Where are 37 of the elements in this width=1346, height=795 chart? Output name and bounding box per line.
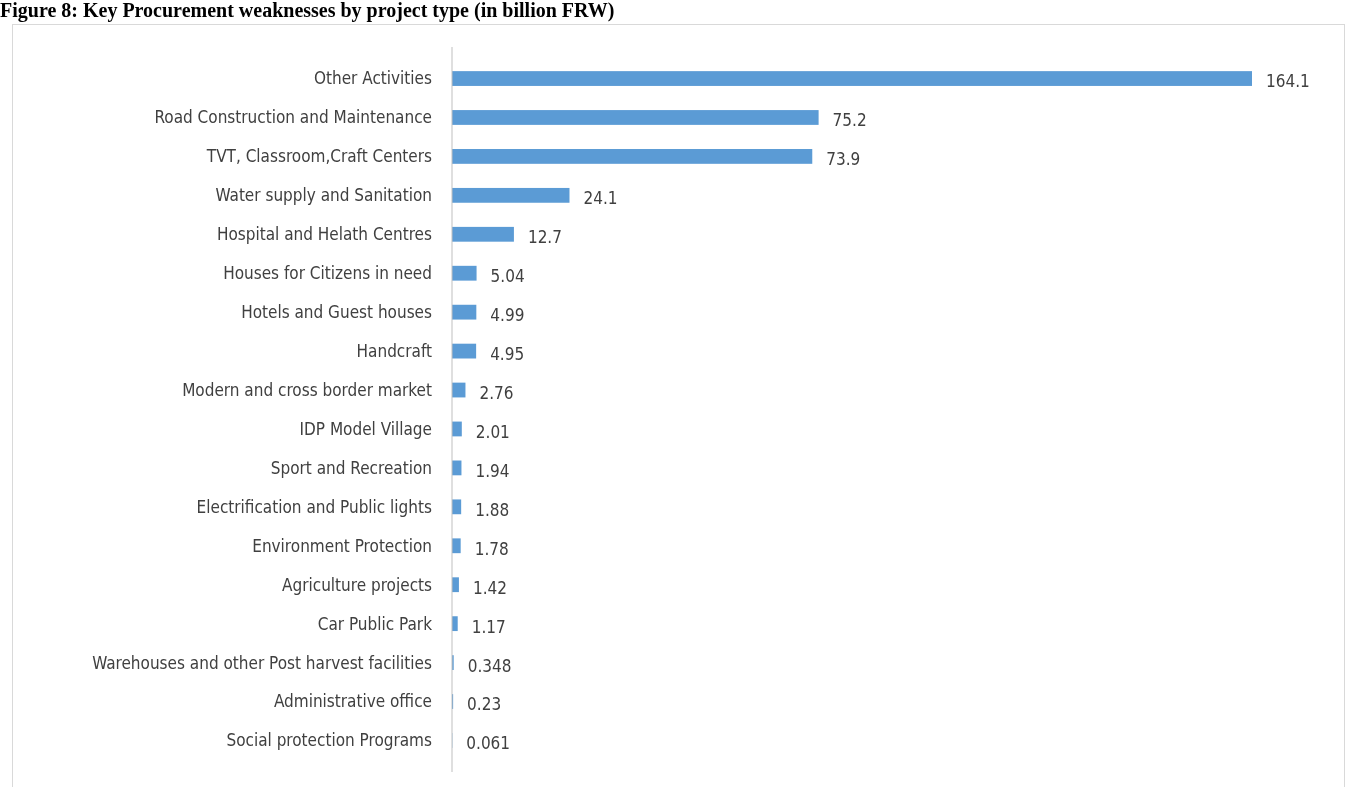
y-tick-label: Hotels and Guest houses <box>241 302 433 323</box>
data-label: 1.88 <box>475 499 510 520</box>
y-tick-label: TVT, Classroom,Craft Centers <box>205 146 433 167</box>
data-label: 4.95 <box>490 344 525 365</box>
data-label: 0.348 <box>467 655 512 676</box>
data-label: 12.7 <box>527 227 562 248</box>
y-tick-label: Social protection Programs <box>226 730 433 751</box>
y-tick-label: Environment Protection <box>252 535 432 556</box>
y-tick-label: Modern and cross border market <box>182 379 432 400</box>
chart-title: Figure 8: Key Procurement weaknesses by project type (in billion FRW) <box>0 0 615 22</box>
data-label: 1.17 <box>471 616 506 637</box>
y-tick-label: Warehouses and other Post harvest facilities <box>92 652 433 673</box>
data-label: 1.78 <box>474 538 509 559</box>
y-tick-label: Agriculture projects <box>282 574 433 595</box>
y-tick-label: Electrification and Public lights <box>196 496 433 517</box>
data-label: 5.04 <box>490 266 525 287</box>
y-tick-label: Handcraft <box>356 341 433 362</box>
y-tick-label: Hospital and Helath Centres <box>216 224 433 245</box>
data-label: 0.23 <box>467 694 502 715</box>
data-label: 75.2 <box>832 110 867 131</box>
data-label: 2.76 <box>479 382 514 403</box>
y-tick-label: IDP Model Village <box>299 418 432 439</box>
data-label: 1.94 <box>475 460 510 481</box>
data-label: 1.42 <box>472 577 507 598</box>
data-label: 164.1 <box>1266 71 1310 92</box>
y-tick-label: Road Construction and Maintenance <box>154 107 432 128</box>
y-tick-label: Administrative office <box>273 691 432 712</box>
data-label: 73.9 <box>826 149 861 170</box>
y-tick-label: Other Activities <box>313 68 433 89</box>
data-label: 24.1 <box>583 188 618 209</box>
data-label: 0.061 <box>466 733 511 754</box>
data-label: 2.01 <box>475 421 510 442</box>
y-tick-label: Water supply and Sanitation <box>215 185 432 206</box>
y-tick-label: Houses for Citizens in need <box>223 263 432 284</box>
y-tick-label: Sport and Recreation <box>270 457 432 478</box>
data-label: 4.99 <box>490 305 525 326</box>
y-tick-label: Car Public Park <box>317 613 433 634</box>
